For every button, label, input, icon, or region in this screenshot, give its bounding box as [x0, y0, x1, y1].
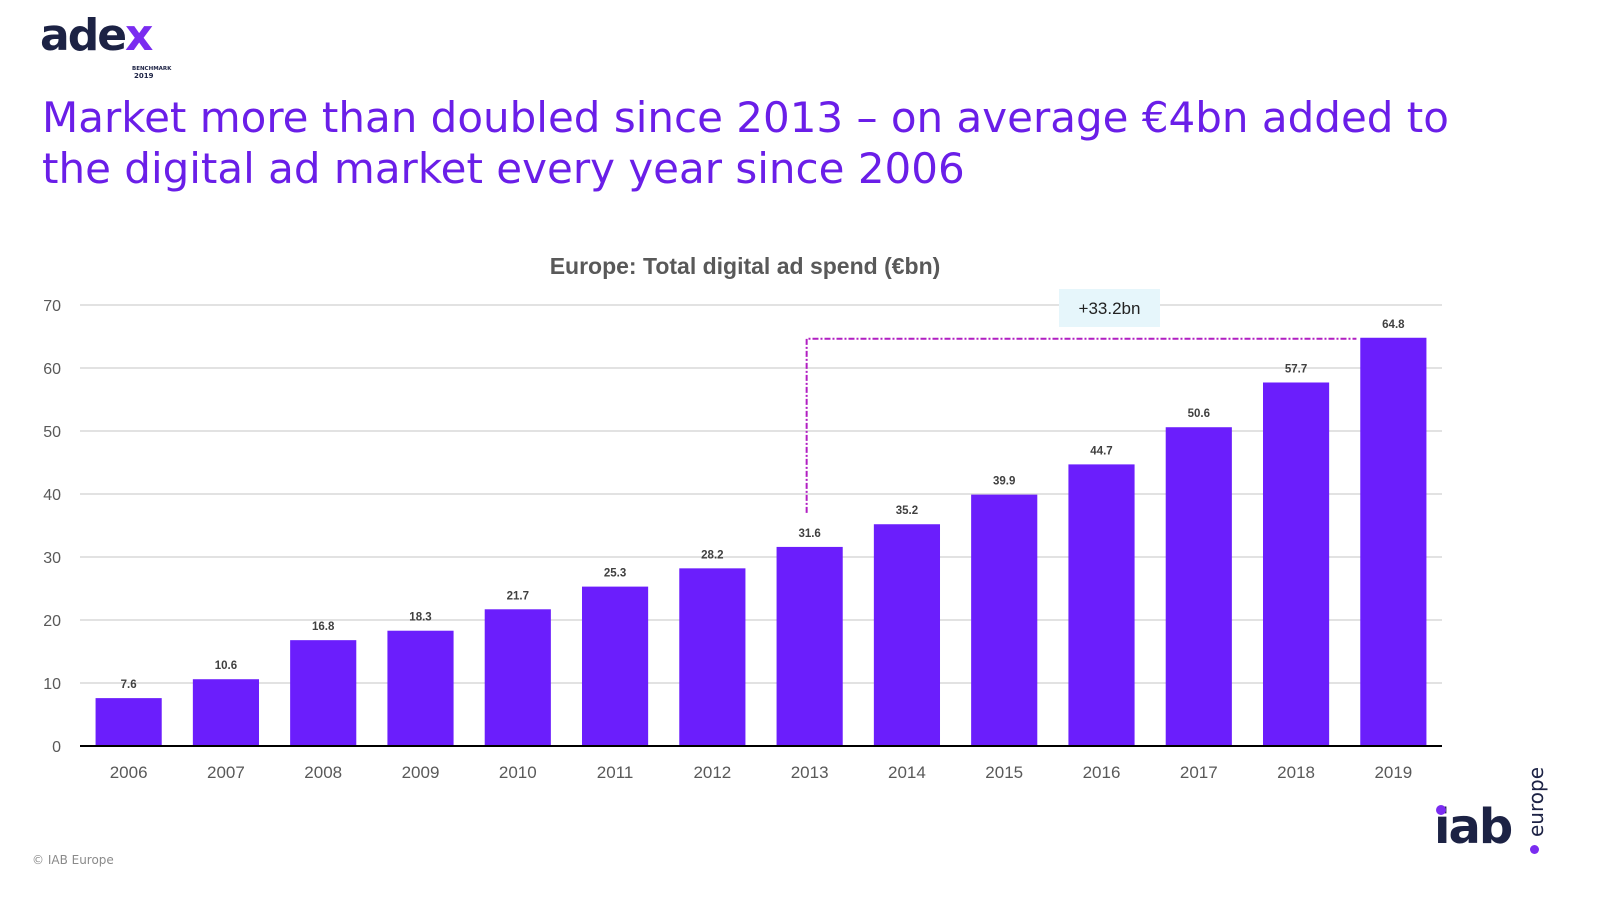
- x-tick-label: 2011: [597, 763, 634, 782]
- iab-dot-icon: [1436, 805, 1446, 815]
- data-label: 25.3: [604, 568, 626, 580]
- y-axis: 0 10 20 30 40 50 60 70: [43, 298, 61, 756]
- copyright-notice: © IAB Europe: [32, 853, 114, 867]
- adex-logo: adex BENCHMARK 2019: [40, 14, 180, 84]
- bar: [1262, 382, 1330, 746]
- x-tick-label: 2019: [1374, 763, 1412, 782]
- x-tick-label: 2018: [1277, 763, 1315, 782]
- y-tick-label: 60: [43, 361, 61, 378]
- x-tick-label: 2014: [888, 763, 926, 782]
- growth-annotation: +33.2bn: [805, 289, 1357, 513]
- y-tick-label: 30: [43, 550, 61, 567]
- chart-title: Europe: Total digital ad spend (€bn): [550, 253, 941, 279]
- adex-year: 2019: [134, 72, 154, 80]
- y-tick-label: 20: [43, 613, 61, 630]
- x-tick-label: 2012: [693, 763, 731, 782]
- x-tick-label: 2017: [1180, 763, 1218, 782]
- bar: [290, 640, 357, 746]
- bar: [971, 494, 1038, 746]
- x-tick-label: 2008: [304, 763, 342, 782]
- bar: [581, 586, 649, 746]
- bar: [95, 698, 162, 746]
- y-tick-label: 40: [43, 487, 61, 504]
- bar: [776, 546, 843, 746]
- data-label: 44.7: [1090, 445, 1112, 457]
- x-axis: 2006 2007 2008 2009 2010 2011 2012 2013 2014 2015…: [80, 745, 1442, 782]
- bar-chart: Europe: Total digital ad spend (€bn) 0 10…: [43, 253, 1442, 782]
- data-label: 57.7: [1285, 363, 1307, 375]
- bar: [1360, 337, 1427, 746]
- data-label: 7.6: [121, 679, 137, 691]
- bar: [679, 568, 746, 746]
- x-tick-label: 2015: [985, 763, 1023, 782]
- data-label: 35.2: [896, 505, 918, 517]
- data-label: 16.8: [312, 621, 335, 633]
- bar: [873, 524, 941, 746]
- data-label: 21.7: [507, 590, 529, 602]
- data-label: 18.3: [409, 612, 431, 624]
- x-tick-label: 2016: [1083, 763, 1121, 782]
- y-tick-label: 0: [52, 739, 61, 756]
- chart-gridlines: [80, 304, 1442, 684]
- y-tick-label: 70: [43, 298, 61, 315]
- page-title: Market more than doubled since 2013 – on…: [42, 93, 1449, 193]
- value-labels: 7.6 10.6 16.8 18.3 21.7 25.3 28.2 31.6 35.2 39.9 4…: [121, 319, 1406, 691]
- data-label: 39.9: [993, 476, 1015, 488]
- iab-europe-logo: iab europe: [1430, 765, 1550, 865]
- x-tick-label: 2009: [402, 763, 440, 782]
- annotation-box: [1059, 289, 1160, 327]
- adex-wordmark: adex: [40, 10, 153, 61]
- bar: [484, 609, 551, 746]
- bar: [1068, 464, 1135, 746]
- y-tick-label: 10: [43, 676, 61, 693]
- x-tick-label: 2013: [791, 763, 829, 782]
- x-tick-label: 2010: [499, 763, 537, 782]
- data-label: 28.2: [701, 549, 723, 561]
- iab-sub-dot-icon: [1530, 845, 1539, 854]
- iab-wordmark: iab: [1434, 799, 1513, 855]
- adex-subtitle: BENCHMARK: [132, 66, 172, 72]
- bar: [1165, 427, 1232, 746]
- bar-series: [95, 337, 1427, 746]
- data-label: 64.8: [1382, 319, 1405, 331]
- annotation-connector: [805, 337, 1357, 513]
- x-tick-label: 2007: [207, 763, 245, 782]
- annotation-label: +33.2bn: [1079, 299, 1141, 318]
- x-tick-label: 2006: [110, 763, 148, 782]
- bar: [387, 630, 454, 746]
- y-tick-label: 50: [43, 424, 61, 441]
- iab-europe-text: europe: [1524, 767, 1548, 837]
- bar: [192, 679, 260, 746]
- data-label: 10.6: [215, 660, 237, 672]
- data-label: 31.6: [798, 528, 820, 540]
- data-label: 50.6: [1188, 408, 1210, 420]
